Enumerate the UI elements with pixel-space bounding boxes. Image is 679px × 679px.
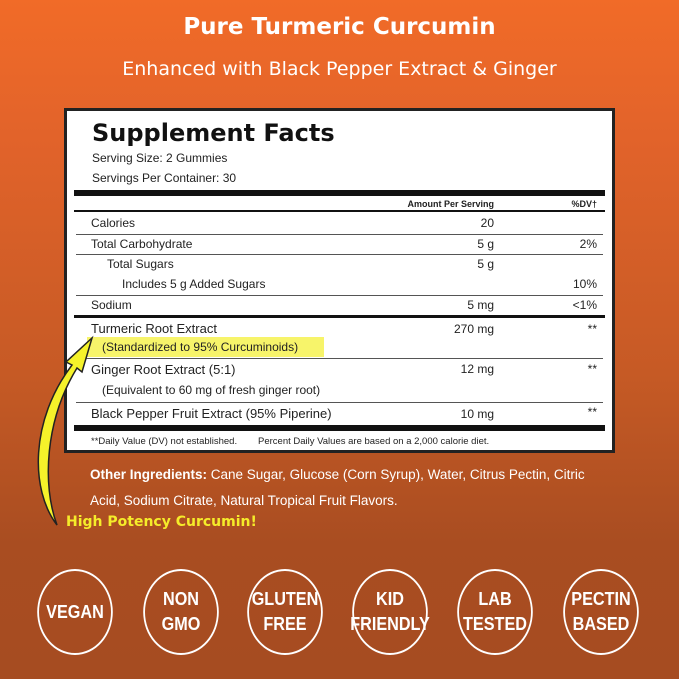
divider-thick: [74, 190, 605, 196]
badge-text: BASED: [572, 614, 630, 634]
badge-non-gmo: NON GMO: [143, 569, 219, 655]
row-name: Includes 5 g Added Sugars: [122, 277, 266, 291]
badge-text: FRIENDLY: [350, 614, 430, 634]
row-dv: **: [587, 405, 597, 419]
row-name: Ginger Root Extract (5:1): [91, 362, 236, 377]
facts-title: Supplement Facts: [92, 119, 335, 147]
badge-text: TESTED: [463, 614, 527, 634]
badge-gluten-free: GLUTEN FREE: [247, 569, 323, 655]
row-dv: **: [587, 362, 597, 376]
headline: Pure Turmeric Curcumin: [183, 14, 496, 40]
divider: [76, 358, 603, 359]
badge-text: KID: [376, 589, 404, 609]
row-amount: 5 g: [477, 237, 494, 251]
other-ingredients: Other Ingredients: Cane Sugar, Glucose (…: [90, 462, 610, 514]
row-amount: 5 g: [477, 257, 494, 271]
supplement-facts-panel: Supplement Facts Serving Size: 2 Gummies…: [64, 108, 615, 453]
row-name: Black Pepper Fruit Extract (95% Piperine…: [91, 406, 332, 421]
badge-text: GMO: [161, 614, 201, 634]
badge-lab-tested: LAB TESTED: [457, 569, 533, 655]
badge-text: NON: [163, 589, 199, 609]
row-amount: 10 mg: [460, 407, 494, 421]
row-name: Total Sugars: [107, 257, 174, 271]
divider: [76, 295, 603, 296]
subheadline: Enhanced with Black Pepper Extract & Gin…: [122, 58, 557, 80]
divider-thick: [74, 425, 605, 431]
row-name: Sodium: [91, 298, 132, 312]
col-amount-header: Amount Per Serving: [407, 199, 494, 209]
badge-vegan: VEGAN: [37, 569, 113, 655]
serving-size: Serving Size: 2 Gummies: [92, 151, 228, 165]
row-dv: <1%: [572, 298, 597, 312]
divider: [76, 402, 603, 403]
highlight: [87, 337, 324, 357]
footnote-dv: **Daily Value (DV) not established.: [91, 436, 238, 447]
row-note: (Equivalent to 60 mg of fresh ginger roo…: [102, 383, 321, 397]
row-dv: **: [587, 322, 597, 336]
row-amount: 12 mg: [460, 362, 494, 376]
callout-text: High Potency Curcumin!: [66, 514, 257, 530]
badge-text: LAB: [478, 589, 512, 609]
row-amount: 270 mg: [453, 322, 494, 336]
row-name: Calories: [91, 216, 136, 230]
row-amount: 20: [480, 216, 494, 230]
ingredients-text: Cane Sugar, Glucose (Corn Syrup), Water,…: [90, 467, 585, 508]
divider: [76, 254, 603, 255]
row-name: Total Carbohydrate: [91, 237, 193, 251]
divider-thick: [74, 315, 605, 318]
badge-text: GLUTEN: [251, 589, 319, 609]
row-note: (Standardized to 95% Curcuminoids): [102, 340, 299, 354]
ingredients-label: Other Ingredients:: [90, 467, 208, 482]
divider: [76, 234, 603, 235]
footnote-calorie: Percent Daily Values are based on a 2,00…: [258, 436, 490, 447]
servings-per-container: Servings Per Container: 30: [92, 171, 237, 185]
badge-text: PECTIN: [571, 589, 631, 609]
badge-text: VEGAN: [46, 601, 104, 622]
col-dv-header: %DV†: [571, 199, 597, 209]
row-name: Turmeric Root Extract: [91, 321, 217, 336]
badge-text: FREE: [263, 614, 307, 634]
row-dv: 10%: [572, 277, 597, 291]
badge-kid-friendly: KID FRIENDLY: [350, 569, 430, 655]
badge-pectin-based: PECTIN BASED: [563, 569, 639, 655]
row-amount: 5 mg: [467, 298, 494, 312]
row-dv: 2%: [579, 237, 597, 251]
divider: [74, 210, 605, 212]
